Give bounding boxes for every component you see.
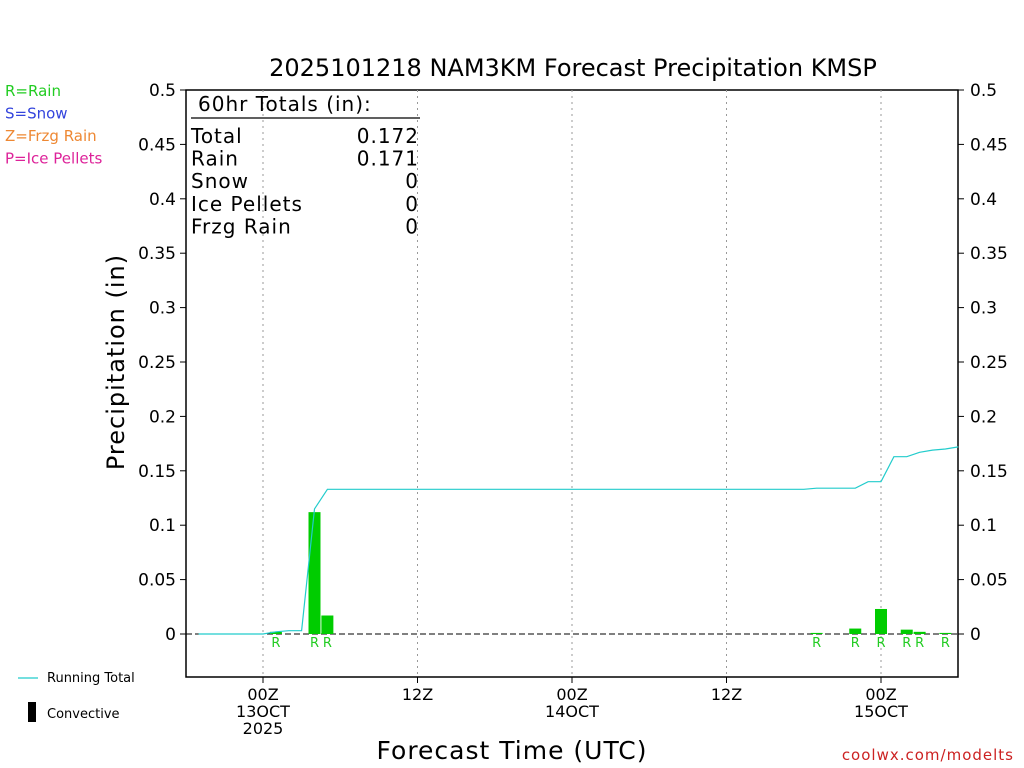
- precip-type-marker: R: [812, 636, 821, 651]
- x-tick-label: 2025: [243, 719, 284, 738]
- y-tick-label-right: 0.45: [970, 135, 1008, 155]
- precip-type-legend-item: P=Ice Pellets: [5, 150, 102, 168]
- precip-bar: [269, 631, 282, 634]
- precip-type-marker: R: [876, 636, 885, 651]
- y-tick-label-left: 0.35: [138, 244, 176, 264]
- y-tick-label-left: 0.45: [138, 135, 176, 155]
- precip-bar: [849, 628, 862, 634]
- y-tick-label-left: 0.25: [138, 353, 176, 373]
- y-tick-label-left: 0.15: [138, 462, 176, 482]
- x-tick-label: 00Z: [865, 685, 896, 704]
- precip-type-marker: R: [271, 636, 280, 651]
- y-tick-label-right: 0.3: [970, 299, 997, 319]
- precip-type-marker: R: [323, 636, 332, 651]
- y-axis-label: Precipitation (in): [102, 254, 130, 470]
- precip-bar: [939, 632, 952, 634]
- y-tick-label-left: 0.5: [149, 81, 176, 101]
- y-tick-label-right: 0.35: [970, 244, 1008, 264]
- totals-row-label: Frzg Rain: [191, 214, 292, 238]
- precip-type-marker: R: [902, 636, 911, 651]
- totals-row-label: Total: [190, 124, 243, 148]
- x-tick-label: 00Z: [556, 685, 587, 704]
- watermark: coolwx.com/modelts: [842, 746, 1014, 764]
- precip-bars: [269, 512, 952, 634]
- totals-box: 60hr Totals (in): Total 0.172 Rain 0.171 Sno…: [190, 92, 420, 238]
- y-tick-label-right: 0.15: [970, 462, 1008, 482]
- grid-lines: [262, 90, 882, 677]
- x-tick-label: 00Z: [247, 685, 278, 704]
- y-tick-label-left: 0: [165, 625, 176, 645]
- x-tick-label: 14OCT: [545, 702, 599, 721]
- totals-row-label: Ice Pellets: [191, 192, 303, 216]
- y-tick-label-right: 0.5: [970, 81, 997, 101]
- totals-row-label: Snow: [191, 169, 249, 193]
- y-tick-label-right: 0.4: [970, 190, 997, 210]
- precip-type-legend-item: R=Rain: [5, 82, 61, 100]
- y-tick-label-left: 0.2: [149, 407, 176, 427]
- precip-bar: [308, 512, 321, 634]
- y-tick-label-right: 0.1: [970, 516, 997, 536]
- totals-header: 60hr Totals (in):: [198, 92, 372, 116]
- totals-row-label: Rain: [191, 147, 239, 171]
- x-tick-label: 15OCT: [854, 702, 908, 721]
- y-tick-label-left: 0.3: [149, 299, 176, 319]
- y-tick-label-right: 0.2: [970, 407, 997, 427]
- y-tick-label-right: 0.25: [970, 353, 1008, 373]
- totals-row-value: 0: [405, 214, 419, 238]
- x-tick-label: 13OCT: [236, 702, 290, 721]
- precip-type-marker: R: [915, 636, 924, 651]
- convective-legend-swatch: [28, 702, 36, 722]
- y-axis-left: 0 0.05 0.1 0.15 0.2 0.25 0.3 0.35 0.4 0.45 0.5: [138, 81, 186, 645]
- y-tick-label-left: 0.4: [149, 190, 176, 210]
- totals-row-value: 0.172: [357, 124, 419, 148]
- x-axis-label: Forecast Time (UTC): [377, 736, 648, 765]
- precip-type-legend-item: S=Snow: [5, 105, 68, 123]
- precip-bar: [875, 608, 887, 634]
- totals-row-value: 0: [405, 192, 419, 216]
- precip-bar: [321, 615, 334, 634]
- running-total-line: [198, 446, 959, 635]
- y-tick-label-left: 0.1: [149, 516, 176, 536]
- precip-type-marker: R: [310, 636, 319, 651]
- precip-type-marker: R: [941, 636, 950, 651]
- precip-bar: [913, 631, 926, 634]
- y-tick-label-right: 0: [970, 625, 981, 645]
- x-tick-label: 12Z: [402, 685, 433, 704]
- precip-type-legend-item: Z=Frzg Rain: [5, 127, 97, 145]
- chart-title: 2025101218 NAM3KM Forecast Precipitation…: [269, 54, 877, 82]
- x-tick-label: 12Z: [711, 685, 742, 704]
- totals-row-value: 0.171: [357, 147, 419, 171]
- running-total-legend-label: Running Total: [47, 671, 135, 686]
- precip-bar: [810, 632, 823, 634]
- precip-type-legend: R=Rain S=Snow Z=Frzg Rain P=Ice Pellets: [5, 82, 102, 168]
- precip-type-marker: R: [851, 636, 860, 651]
- y-tick-label-left: 0.05: [138, 571, 176, 591]
- totals-row-value: 0: [405, 169, 419, 193]
- precip-bar: [900, 629, 913, 634]
- y-axis-right: 0 0.05 0.1 0.15 0.2 0.25 0.3 0.35 0.4 0.45 0.5: [958, 81, 1008, 645]
- y-tick-label-right: 0.05: [970, 571, 1008, 591]
- convective-legend-label: Convective: [47, 707, 120, 722]
